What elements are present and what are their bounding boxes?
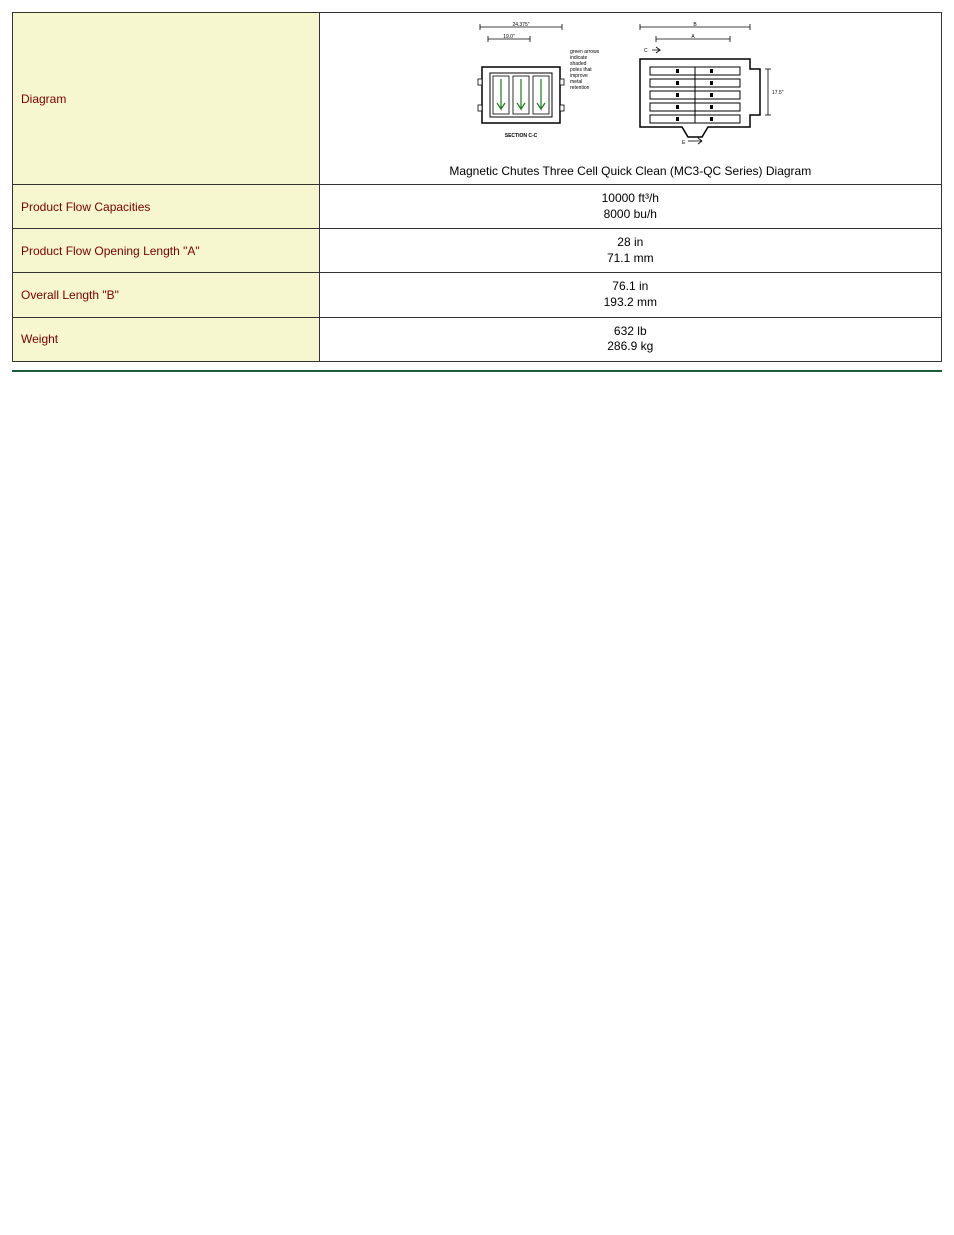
value-opening-length: 28 in 71.1 mm — [319, 229, 941, 273]
dim-c: C — [644, 48, 648, 54]
label-overall-length: Overall Length "B" — [13, 273, 320, 317]
spec-table: Diagram 24.375" 19.0 — [12, 12, 942, 362]
flow-cap-v1: 10000 ft³/h — [602, 191, 659, 205]
dim-inner-text: 19.0" — [504, 34, 516, 40]
value-weight: 632 lb 286.9 kg — [319, 317, 941, 361]
label-weight: Weight — [13, 317, 320, 361]
dim-top-text: 24.375" — [513, 22, 530, 28]
row-flow-capacities: Product Flow Capacities 10000 ft³/h 8000… — [13, 185, 942, 229]
flow-cap-v2: 8000 bu/h — [604, 207, 657, 221]
bottom-divider — [12, 370, 942, 372]
opening-v2: 71.1 mm — [607, 251, 654, 265]
diagram-caption: Magnetic Chutes Three Cell Quick Clean (… — [328, 164, 933, 178]
row-weight: Weight 632 lb 286.9 kg — [13, 317, 942, 361]
row-overall-length: Overall Length "B" 76.1 in 193.2 mm — [13, 273, 942, 317]
diagram-image: 24.375" 19.0" — [470, 19, 790, 152]
arrows-note-7: retention — [570, 85, 590, 91]
weight-v2: 286.9 kg — [607, 339, 653, 353]
overall-v2: 193.2 mm — [604, 295, 657, 309]
dim-e: E — [682, 140, 686, 146]
row-opening-length: Product Flow Opening Length "A" 28 in 71… — [13, 229, 942, 273]
label-diagram: Diagram — [13, 13, 320, 185]
dim-h: 17.5" — [772, 90, 784, 96]
diagram-cell: 24.375" 19.0" — [319, 13, 941, 185]
value-flow-capacities: 10000 ft³/h 8000 bu/h — [319, 185, 941, 229]
label-opening-length: Product Flow Opening Length "A" — [13, 229, 320, 273]
row-diagram: Diagram 24.375" 19.0 — [13, 13, 942, 185]
weight-v1: 632 lb — [614, 324, 647, 338]
opening-v1: 28 in — [617, 235, 643, 249]
value-overall-length: 76.1 in 193.2 mm — [319, 273, 941, 317]
overall-v1: 76.1 in — [612, 279, 648, 293]
section-label: SECTION C-C — [505, 133, 538, 139]
label-flow-capacities: Product Flow Capacities — [13, 185, 320, 229]
